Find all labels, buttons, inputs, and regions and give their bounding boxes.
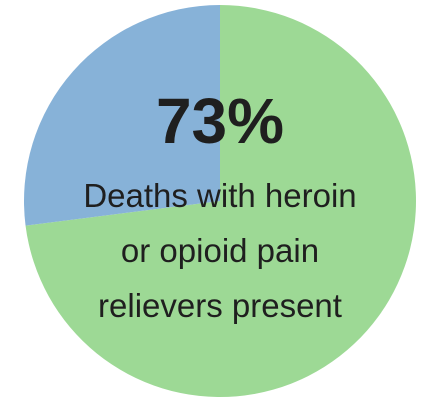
pie-slice-1 bbox=[25, 5, 416, 398]
pie-slice-2 bbox=[23, 5, 220, 226]
